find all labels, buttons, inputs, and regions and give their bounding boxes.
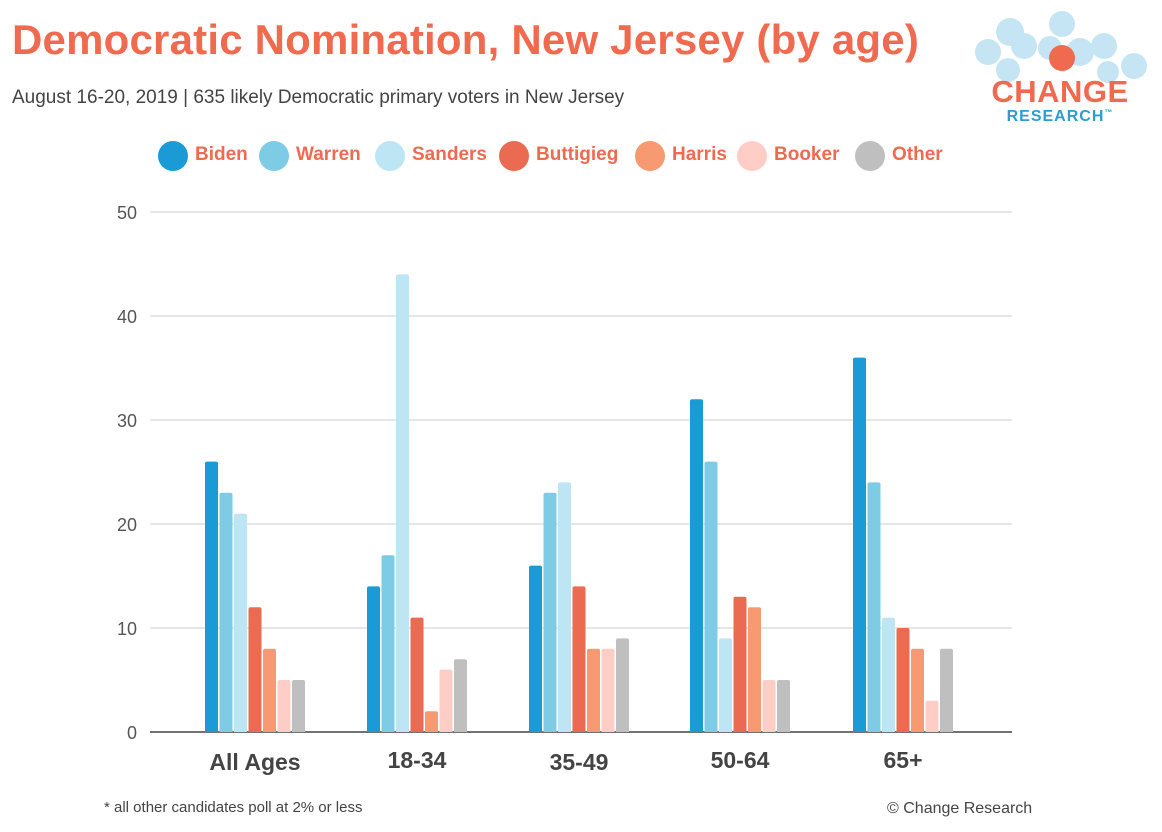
- legend-swatch: [259, 141, 289, 171]
- bar-other-all-ages: [292, 680, 305, 732]
- x-category-label: 35-49: [550, 749, 609, 775]
- legend-swatch: [499, 141, 529, 171]
- y-tick-label: 50: [117, 203, 137, 223]
- bar-harris-35-49: [587, 648, 600, 732]
- bar-biden-18-34: [367, 586, 380, 732]
- bar-booker-18-34: [439, 669, 453, 732]
- bar-harris-50-64: [748, 607, 761, 732]
- bar-sanders-35-49: [558, 482, 571, 732]
- x-category-label: All Ages: [209, 749, 300, 775]
- y-tick-label: 20: [117, 515, 137, 535]
- legend-label: Booker: [774, 144, 840, 165]
- bar-booker-35-49: [601, 648, 615, 732]
- logo-wordmark-research-text: RESEARCH: [1006, 108, 1105, 125]
- bar-harris-18-34: [425, 711, 438, 732]
- chart-subtitle: August 16-20, 2019 | 635 likely Democrat…: [12, 87, 625, 108]
- legend-swatch: [158, 141, 188, 171]
- legend-label: Buttigieg: [536, 144, 619, 165]
- logo-wordmark-research: RESEARCH™: [968, 108, 1152, 126]
- logo-wordmark-change: CHANGE: [991, 74, 1129, 109]
- y-tick-label: 10: [117, 619, 137, 639]
- bar-sanders-65+: [882, 617, 895, 732]
- y-tick-label: 40: [117, 307, 137, 327]
- legend-swatch: [635, 141, 665, 171]
- legend-swatch: [375, 141, 405, 171]
- x-category-label: 65+: [883, 747, 922, 773]
- legend-label: Sanders: [412, 144, 487, 165]
- bar-other-18-34: [454, 659, 467, 732]
- bar-harris-all-ages: [263, 648, 276, 732]
- bar-buttigieg-all-ages: [248, 607, 262, 732]
- legend-label: Warren: [296, 144, 361, 165]
- legend-label: Other: [892, 144, 943, 165]
- bar-other-35-49: [616, 638, 629, 732]
- bar-biden-50-64: [690, 399, 703, 732]
- bar-warren-35-49: [543, 492, 557, 732]
- bar-buttigieg-50-64: [733, 596, 747, 732]
- bar-harris-65+: [911, 648, 924, 732]
- bar-warren-50-64: [704, 461, 718, 732]
- x-category-label: 18-34: [388, 747, 447, 773]
- bar-biden-65+: [853, 357, 866, 732]
- y-tick-label: 0: [127, 723, 137, 743]
- bubble-cluster-icon: [975, 11, 1147, 83]
- legend-swatch: [737, 141, 767, 171]
- bar-buttigieg-65+: [896, 628, 910, 732]
- bar-booker-50-64: [762, 680, 776, 732]
- bar-warren-65+: [867, 482, 881, 732]
- bar-biden-all-ages: [205, 461, 218, 732]
- bar-sanders-all-ages: [234, 513, 247, 732]
- bar-booker-65+: [925, 700, 939, 732]
- bar-warren-all-ages: [219, 492, 233, 732]
- bar-other-65+: [940, 648, 953, 732]
- bar-buttigieg-18-34: [410, 617, 424, 732]
- copyright: © Change Research: [887, 800, 1033, 817]
- bar-sanders-50-64: [719, 638, 732, 732]
- legend-label: Biden: [195, 144, 248, 165]
- logo-trademark: ™: [1104, 108, 1114, 117]
- bar-biden-35-49: [529, 565, 542, 732]
- bar-sanders-18-34: [396, 274, 409, 732]
- bar-booker-all-ages: [277, 680, 291, 732]
- bar-warren-18-34: [381, 555, 395, 732]
- y-tick-label: 30: [117, 411, 137, 431]
- chart-title: Democratic Nomination, New Jersey (by ag…: [12, 16, 920, 63]
- bar-buttigieg-35-49: [572, 586, 586, 732]
- bar-other-50-64: [777, 680, 790, 732]
- legend-label: Harris: [672, 144, 727, 165]
- change-research-logo: CHANGE RESEARCH™: [968, 8, 1152, 128]
- x-category-label: 50-64: [711, 747, 770, 773]
- footnote: * all other candidates poll at 2% or les…: [104, 799, 363, 816]
- legend-swatch: [855, 141, 885, 171]
